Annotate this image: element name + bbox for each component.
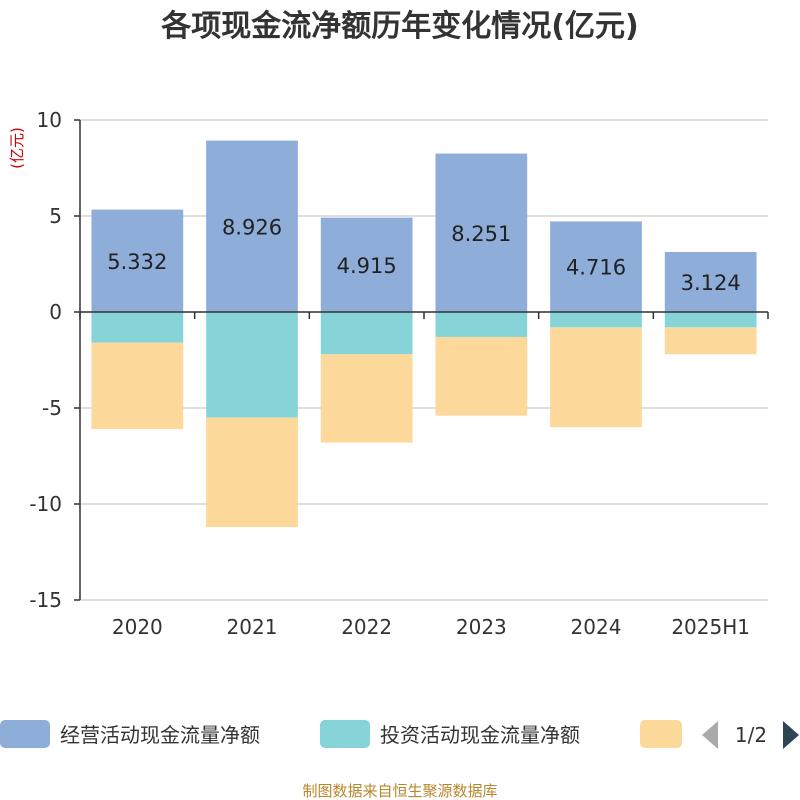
x-tick-label-2025H1: 2025H1 bbox=[671, 615, 750, 639]
legend-item-financing[interactable] bbox=[640, 720, 682, 748]
bar-s0-2022[interactable] bbox=[320, 217, 413, 312]
legend-swatch-third bbox=[640, 720, 682, 748]
y-tick-label-1: 5 bbox=[49, 204, 62, 228]
bar-s0-2023[interactable] bbox=[435, 153, 528, 312]
data-labels: 5.332 8.926 4.915 8.251 4.716 3.124 bbox=[107, 215, 740, 295]
data-label-2024: 4.716 bbox=[566, 256, 626, 280]
data-label-2020: 5.332 bbox=[107, 250, 167, 274]
y-axis-unit: (亿元) bbox=[8, 127, 26, 169]
bar-s1-2025H1[interactable] bbox=[664, 312, 757, 328]
bar-s0-2024[interactable] bbox=[550, 221, 642, 312]
chart-title: 各项现金流净额历年变化情况(亿元) bbox=[160, 9, 638, 44]
x-tick-label-2020: 2020 bbox=[112, 615, 163, 639]
bar-s1-2022[interactable] bbox=[320, 312, 413, 355]
legend-label-investing: 投资活动现金流量净额 bbox=[380, 723, 580, 747]
y-tick-label-2: 0 bbox=[49, 300, 62, 324]
y-tick-labels: 10 5 0 -5 -10 -15 bbox=[29, 108, 62, 612]
data-label-2022: 4.915 bbox=[337, 254, 397, 278]
legend-next-page-icon[interactable] bbox=[783, 721, 799, 749]
bar-s1-2021[interactable] bbox=[206, 312, 298, 418]
legend-label-operating: 经营活动现金流量净额 bbox=[60, 723, 260, 747]
bar-s0-2020[interactable] bbox=[91, 209, 184, 312]
x-tick-label-2024: 2024 bbox=[571, 615, 622, 639]
legend: 经营活动现金流量净额 投资活动现金流量净额 1/2 bbox=[0, 720, 799, 749]
x-tick-label-2023: 2023 bbox=[456, 615, 507, 639]
y-tick-label-0: 10 bbox=[37, 108, 62, 132]
bar-s1-2024[interactable] bbox=[550, 312, 642, 328]
legend-item-operating[interactable]: 经营活动现金流量净额 bbox=[0, 720, 260, 748]
bar-s2-2022[interactable] bbox=[320, 354, 413, 443]
bar-s1-2020[interactable] bbox=[91, 312, 184, 343]
x-tick-labels: 2020 2021 2022 2023 2024 2025H1 bbox=[112, 615, 750, 639]
bar-s1-2023[interactable] bbox=[435, 312, 528, 337]
x-tick-label-2022: 2022 bbox=[341, 615, 392, 639]
legend-swatch-investing bbox=[320, 720, 370, 748]
y-tick-label-5: -15 bbox=[29, 588, 62, 612]
bars bbox=[91, 140, 757, 528]
axes bbox=[74, 119, 769, 601]
bar-s0-2021[interactable] bbox=[206, 140, 298, 312]
legend-item-investing[interactable]: 投资活动现金流量净额 bbox=[320, 720, 580, 748]
data-label-2023: 8.251 bbox=[451, 222, 511, 246]
bar-s2-2020[interactable] bbox=[91, 342, 184, 430]
legend-page-indicator: 1/2 bbox=[735, 723, 767, 747]
legend-swatch-operating bbox=[0, 720, 50, 748]
x-tick-label-2021: 2021 bbox=[227, 615, 278, 639]
y-tick-label-3: -5 bbox=[42, 396, 62, 420]
bar-s2-2024[interactable] bbox=[550, 327, 642, 428]
data-label-2021: 8.926 bbox=[222, 215, 282, 239]
bar-s2-2021[interactable] bbox=[206, 417, 298, 528]
data-source-note: 制图数据来自恒生聚源数据库 bbox=[302, 782, 497, 800]
y-tick-label-4: -10 bbox=[29, 492, 62, 516]
data-label-2025H1: 3.124 bbox=[681, 271, 741, 295]
legend-prev-page-icon[interactable] bbox=[702, 721, 718, 749]
bar-s2-2023[interactable] bbox=[435, 336, 528, 416]
bar-s0-2025H1[interactable] bbox=[664, 252, 757, 312]
bar-s2-2025H1[interactable] bbox=[664, 327, 757, 355]
